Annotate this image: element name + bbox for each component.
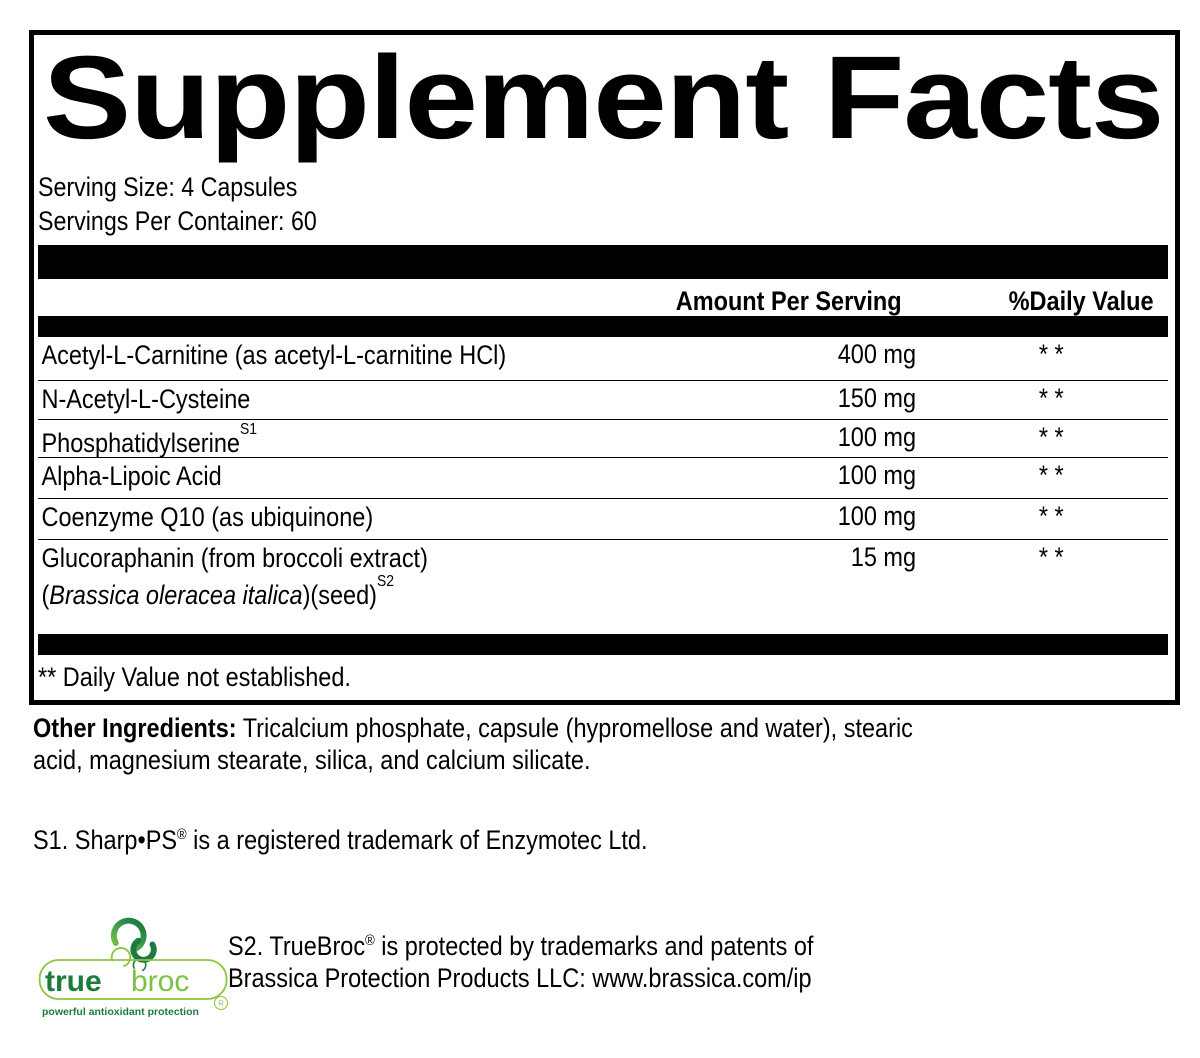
- svg-text:broc: broc: [131, 965, 189, 998]
- svg-text:R: R: [218, 999, 224, 1008]
- svg-text:powerful antioxidant protectio: powerful antioxidant protection: [42, 1006, 199, 1018]
- svg-text:true: true: [45, 965, 102, 998]
